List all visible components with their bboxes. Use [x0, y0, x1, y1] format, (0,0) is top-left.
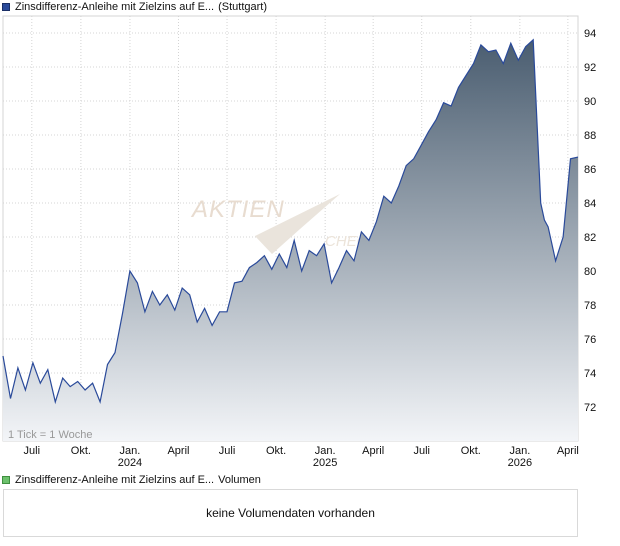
y-tick-label: 90: [584, 96, 596, 108]
y-tick-label: 72: [584, 402, 596, 414]
x-tick-label: April: [167, 445, 189, 457]
price-legend-exchange: (Stuttgart): [218, 1, 268, 13]
x-tick-year: 2026: [508, 457, 532, 469]
y-tick-label: 78: [584, 300, 596, 312]
y-tick-label: 92: [584, 62, 596, 74]
price-legend-label: Zinsdifferenz-Anleihe mit Zielzins auf E…: [15, 1, 215, 13]
y-tick-label: 74: [584, 368, 596, 380]
x-tick-label: April: [362, 445, 384, 457]
y-tick-label: 88: [584, 130, 596, 142]
price-area-fill: [3, 39, 578, 442]
y-tick-label: 82: [584, 232, 596, 244]
volume-message: keine Volumendaten vorhanden: [206, 506, 375, 520]
x-tick-label: Jan.: [120, 445, 141, 457]
y-tick-label: 94: [584, 28, 596, 40]
x-tick-label: Okt.: [71, 445, 91, 457]
x-tick-label: Juli: [413, 445, 430, 457]
x-tick-label: April: [557, 445, 579, 457]
y-tick-label: 86: [584, 164, 596, 176]
watermark-swoosh: [255, 194, 340, 254]
x-tick-year: 2025: [313, 457, 337, 469]
price-legend: Zinsdifferenz-Anleihe mit Zielzins auf E…: [2, 0, 267, 14]
y-axis: 72 74 76 78 80 82 84 86 88 90 92 94: [584, 28, 596, 414]
tick-note: 1 Tick = 1 Woche: [8, 429, 92, 441]
y-tick-label: 80: [584, 266, 596, 278]
volume-panel: keine Volumendaten vorhanden: [3, 489, 578, 537]
x-tick-year: 2024: [118, 457, 142, 469]
volume-legend-swatch: [2, 476, 10, 484]
x-tick-label: Juli: [24, 445, 41, 457]
y-tick-label: 76: [584, 334, 596, 346]
watermark-text: AKTIEN: [190, 196, 285, 223]
price-legend-swatch: [2, 3, 10, 11]
price-line: [2, 38, 579, 405]
volume-legend: Zinsdifferenz-Anleihe mit Zielzins auf E…: [2, 473, 261, 487]
x-tick-label: Jan.: [509, 445, 530, 457]
volume-legend-label: Zinsdifferenz-Anleihe mit Zielzins auf E…: [15, 474, 215, 486]
x-tick-label: Okt.: [266, 445, 286, 457]
x-tick-label: Jan.: [315, 445, 336, 457]
volume-legend-suffix: Volumen: [218, 474, 261, 486]
x-tick-label: Juli: [219, 445, 236, 457]
x-tick-label: Okt.: [461, 445, 481, 457]
y-tick-label: 84: [584, 198, 596, 210]
